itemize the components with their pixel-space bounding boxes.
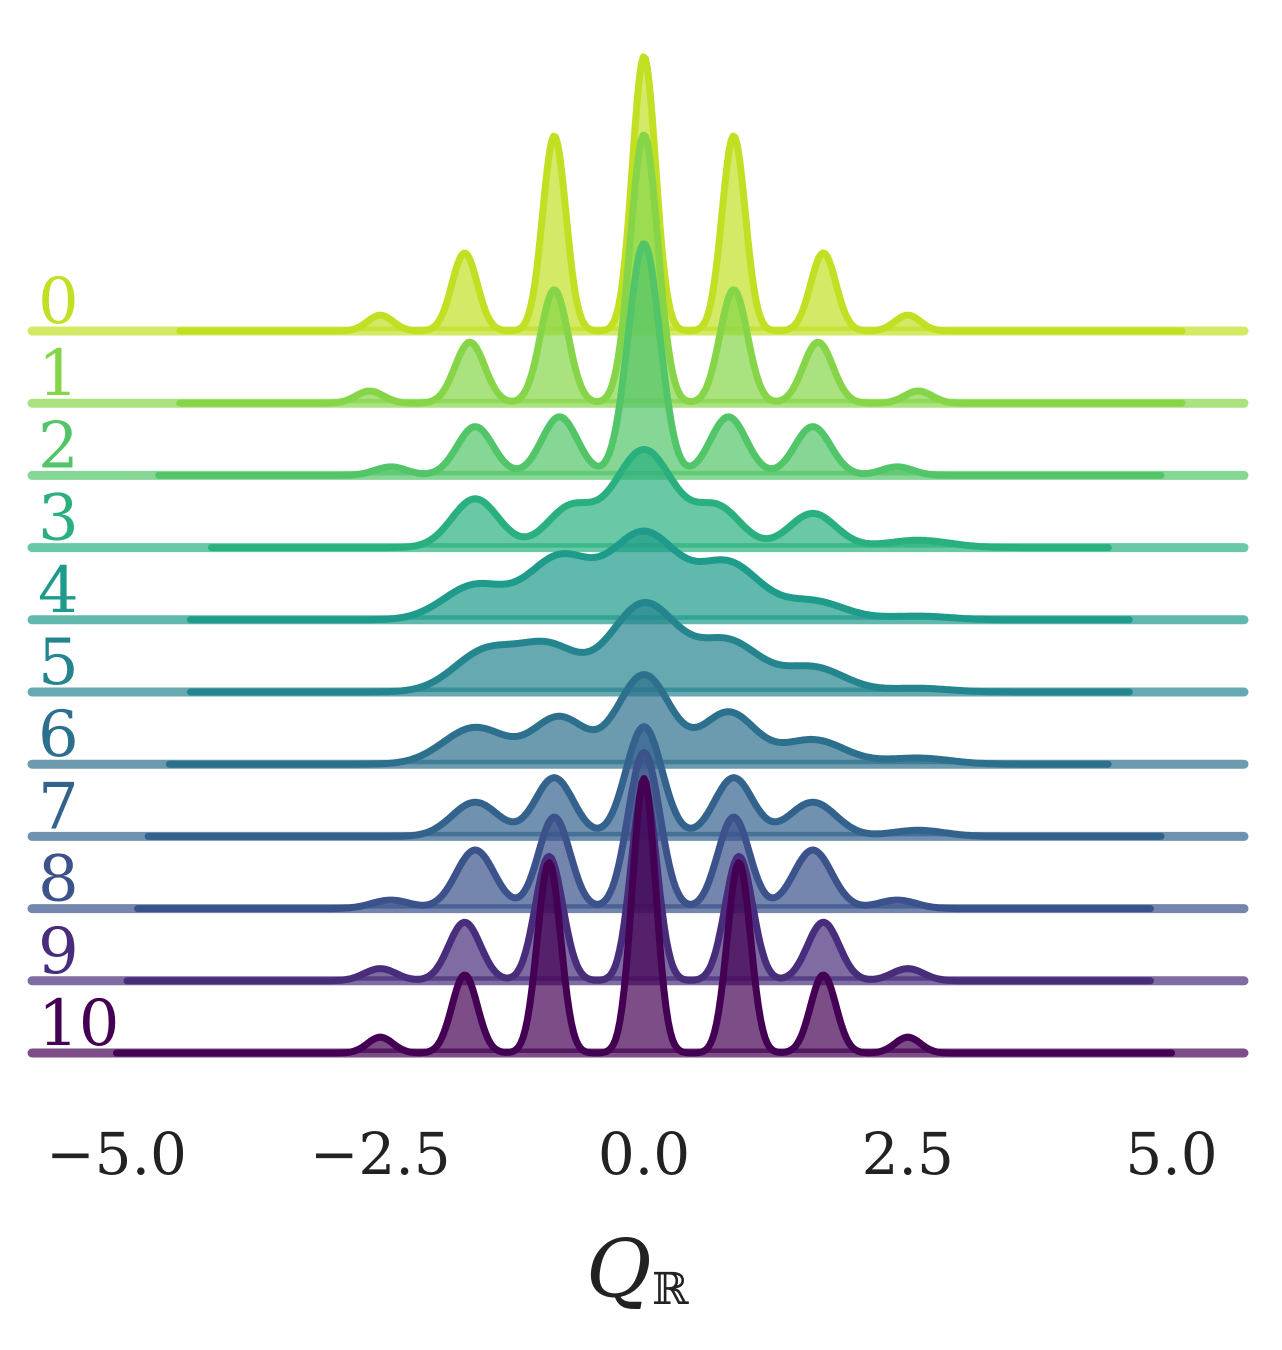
ridge-fill-10 xyxy=(116,778,1172,1053)
row-label-10: 10 xyxy=(38,987,119,1061)
ridge-line-0 xyxy=(176,53,1186,335)
x-tick-label: −2.5 xyxy=(310,1120,451,1188)
x-axis-title: Q xyxy=(586,1222,652,1315)
row-label-0: 0 xyxy=(38,265,79,339)
row-label-4: 4 xyxy=(38,554,79,628)
ridge-fill-4 xyxy=(190,531,1130,620)
row-label-3: 3 xyxy=(38,482,79,556)
ridge-fill-5 xyxy=(190,602,1130,692)
ridge-line-1 xyxy=(176,131,1186,407)
x-tick-label: 5.0 xyxy=(1125,1120,1217,1188)
row-label-8: 8 xyxy=(38,843,79,917)
row-label-9: 9 xyxy=(38,915,79,989)
ridge-10 xyxy=(27,775,1249,1058)
ridge-fill-0 xyxy=(179,56,1183,332)
x-tick-label: −5.0 xyxy=(46,1120,187,1188)
ridges-group xyxy=(27,53,1249,1058)
x-tick-label: 0.0 xyxy=(598,1120,690,1188)
x-tick-label: 2.5 xyxy=(862,1120,954,1188)
row-label-7: 7 xyxy=(38,770,79,844)
ridge-fill-6 xyxy=(169,674,1109,765)
x-axis-title-subscript: ℝ xyxy=(652,1264,689,1315)
row-label-1: 1 xyxy=(38,337,79,411)
row-label-2: 2 xyxy=(38,409,79,483)
ridge-fill-1 xyxy=(179,135,1183,404)
ridge-fill-3 xyxy=(211,449,1109,548)
x-axis-ticks: −5.0 −2.5 0.0 2.5 5.0 xyxy=(46,1120,1218,1188)
row-label-6: 6 xyxy=(38,698,79,772)
row-label-5: 5 xyxy=(38,626,79,700)
ridge-2 xyxy=(27,240,1249,480)
